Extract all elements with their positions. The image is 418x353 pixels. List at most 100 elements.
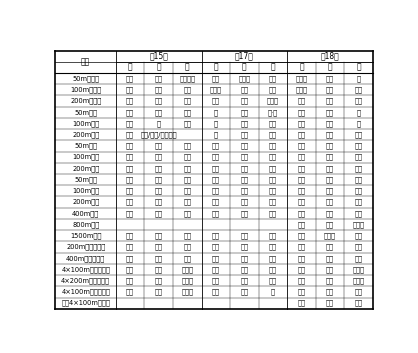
- Text: 哈萨克: 哈萨克: [181, 266, 193, 273]
- Text: 中国: 中国: [240, 165, 248, 172]
- Text: 4×100m自由泳接力: 4×100m自由泳接力: [61, 266, 110, 273]
- Text: 日本: 日本: [326, 289, 334, 295]
- Text: 中国: 中国: [298, 244, 306, 250]
- Text: 中·泰: 中·泰: [268, 109, 278, 115]
- Text: 中国: 中国: [298, 154, 306, 161]
- Text: 中国: 中国: [240, 244, 248, 250]
- Text: 200m蛙泳: 200m蛙泳: [72, 131, 99, 138]
- Text: 韩国: 韩国: [212, 210, 220, 217]
- Text: 日本: 日本: [155, 154, 163, 161]
- Text: 日本: 日本: [155, 86, 163, 93]
- Text: 日本: 日本: [155, 176, 163, 183]
- Text: 日本: 日本: [155, 244, 163, 250]
- Text: 日本: 日本: [155, 109, 163, 115]
- Text: 4×200m自由泳接力: 4×200m自由泳接力: [61, 277, 110, 284]
- Text: 中国: 中国: [155, 199, 163, 205]
- Text: 中国: 中国: [212, 233, 220, 239]
- Text: 中国: 中国: [126, 289, 134, 295]
- Text: 哈萨克: 哈萨克: [324, 233, 336, 239]
- Text: 中国: 中国: [183, 98, 191, 104]
- Text: 日本: 日本: [240, 277, 248, 284]
- Text: 日本: 日本: [326, 165, 334, 172]
- Text: 中国: 中国: [183, 109, 191, 115]
- Text: 日本: 日本: [155, 233, 163, 239]
- Text: 中国: 中国: [126, 109, 134, 115]
- Text: 日本: 日本: [326, 244, 334, 250]
- Text: 金: 金: [128, 63, 133, 72]
- Text: 新加坡: 新加坡: [296, 75, 308, 82]
- Text: 日本: 日本: [298, 187, 306, 194]
- Text: 中国: 中国: [126, 210, 134, 217]
- Text: 中国: 中国: [212, 277, 220, 284]
- Text: 中国: 中国: [240, 187, 248, 194]
- Text: 中国: 中国: [326, 277, 334, 284]
- Text: 韩国: 韩国: [212, 199, 220, 205]
- Text: 日本: 日本: [126, 199, 134, 205]
- Text: 日本: 日本: [269, 131, 277, 138]
- Text: 日本: 日本: [326, 255, 334, 262]
- Text: 韩国: 韩国: [355, 300, 363, 306]
- Text: 中国: 中国: [298, 300, 306, 306]
- Text: 韩国: 韩国: [183, 199, 191, 205]
- Text: 中国: 中国: [126, 86, 134, 93]
- Text: 中国: 中国: [240, 154, 248, 161]
- Text: 中国: 中国: [326, 109, 334, 115]
- Text: 斯里兰卡: 斯里兰卡: [179, 75, 195, 82]
- Text: 中国: 中国: [326, 86, 334, 93]
- Text: 金: 金: [299, 63, 304, 72]
- Text: 日本: 日本: [126, 143, 134, 149]
- Text: 日本: 日本: [269, 244, 277, 250]
- Text: 日: 日: [357, 75, 361, 82]
- Text: 日: 日: [271, 289, 275, 295]
- Text: 韩国: 韩国: [155, 187, 163, 194]
- Text: 100m仰泳: 100m仰泳: [72, 187, 99, 194]
- Text: 第17届: 第17届: [235, 52, 254, 61]
- Text: 日本: 日本: [240, 266, 248, 273]
- Text: 日本: 日本: [326, 131, 334, 138]
- Text: 日本: 日本: [126, 255, 134, 262]
- Text: 中国: 中国: [269, 120, 277, 127]
- Text: 新加坡: 新加坡: [267, 98, 279, 104]
- Text: 中国: 中国: [155, 277, 163, 284]
- Text: 日本: 日本: [355, 210, 363, 217]
- Text: 中国: 中国: [183, 244, 191, 250]
- Text: 中国: 中国: [298, 143, 306, 149]
- Text: 中国: 中国: [240, 86, 248, 93]
- Text: 韩国: 韩国: [355, 289, 363, 295]
- Text: 100m蛙泳: 100m蛙泳: [72, 120, 99, 127]
- Text: 女子4×100m混合泳: 女子4×100m混合泳: [61, 300, 110, 306]
- Text: 中国: 中国: [183, 86, 191, 93]
- Text: 800m仰泳: 800m仰泳: [72, 221, 99, 228]
- Text: 日本: 日本: [298, 131, 306, 138]
- Text: 1500m仰泳: 1500m仰泳: [70, 233, 101, 239]
- Text: 200m仰泳: 200m仰泳: [72, 199, 99, 205]
- Text: 日本: 日本: [126, 244, 134, 250]
- Text: 日本: 日本: [269, 154, 277, 161]
- Text: 日本: 日本: [269, 176, 277, 183]
- Text: 韩国: 韩国: [355, 143, 363, 149]
- Text: 50m仰泳: 50m仰泳: [74, 176, 97, 183]
- Text: 日本: 日本: [212, 244, 220, 250]
- Text: 日本: 日本: [155, 98, 163, 104]
- Text: 日本: 日本: [126, 165, 134, 172]
- Text: 日本: 日本: [326, 300, 334, 306]
- Text: 中国: 中国: [126, 187, 134, 194]
- Text: 日本: 日本: [355, 165, 363, 172]
- Text: 中国: 中国: [298, 165, 306, 172]
- Text: 中国: 中国: [126, 233, 134, 239]
- Text: 韩国: 韩国: [269, 277, 277, 284]
- Text: 日本: 日本: [126, 131, 134, 138]
- Text: 日本: 日本: [212, 143, 220, 149]
- Text: 中国: 中国: [298, 176, 306, 183]
- Text: 日本: 日本: [298, 120, 306, 127]
- Text: 400m个人混合泳: 400m个人混合泳: [66, 255, 105, 262]
- Text: 50m自由泳: 50m自由泳: [72, 75, 99, 82]
- Text: 中国: 中国: [298, 199, 306, 205]
- Text: 中国/韩国/斯里兰卡: 中国/韩国/斯里兰卡: [140, 131, 177, 138]
- Text: 日本: 日本: [326, 154, 334, 161]
- Text: 日本: 日本: [326, 176, 334, 183]
- Text: 50m蛙泳: 50m蛙泳: [74, 109, 97, 115]
- Text: 100m自由泳: 100m自由泳: [70, 86, 101, 93]
- Text: 中国: 中国: [355, 98, 363, 104]
- Text: 中国: 中国: [126, 75, 134, 82]
